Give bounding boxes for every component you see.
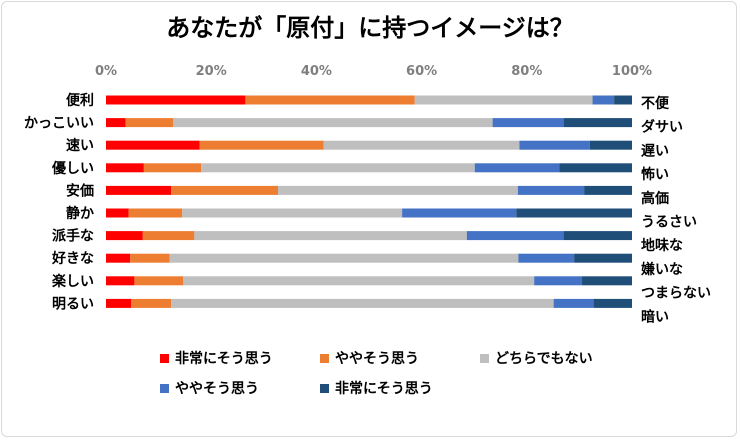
bar-segment [466, 231, 564, 241]
bar-segment [534, 276, 583, 286]
bar-segment [574, 253, 632, 263]
bar-segment [106, 208, 129, 218]
bar-segment [518, 253, 575, 263]
bar-segment [584, 185, 632, 195]
bar-segment [171, 298, 554, 308]
legend-label: ややそう思う [335, 351, 419, 367]
left-category-label: 明るい [52, 296, 94, 312]
bar-segment [183, 276, 535, 286]
x-tick-label: 100% [612, 64, 652, 79]
legend-swatch [320, 383, 329, 393]
bar-segment [106, 253, 131, 263]
right-category-label: ダサい [641, 119, 683, 136]
legend-item: 非常にそう思う [320, 378, 433, 398]
x-tick-label: 80% [511, 64, 542, 79]
bar-segment [323, 140, 520, 150]
right-category-label: 不便 [641, 95, 670, 112]
bar-segment [106, 298, 132, 308]
chart-title: あなたが「原付」に持つイメージは？ [166, 14, 574, 42]
bar-segment [593, 298, 632, 308]
bar-segment [130, 253, 170, 263]
x-tick-label: 60% [406, 64, 437, 79]
bar-segment [125, 118, 174, 128]
legend-label: ややそう思う [175, 381, 259, 397]
legend-item: ややそう思う [160, 378, 259, 398]
bar-segment [171, 185, 279, 195]
legend-swatch [480, 353, 489, 363]
bar-segment [128, 208, 183, 218]
bar-segment [245, 95, 415, 105]
bar-segment [614, 95, 632, 105]
legend-item: どちらでもない [480, 348, 593, 368]
bar-segment [553, 298, 594, 308]
bar-segment [563, 118, 632, 128]
left-category-label: 安価 [66, 182, 94, 199]
bars [106, 95, 632, 308]
bar-segment [402, 208, 517, 218]
bar-segment [492, 118, 564, 128]
right-category-label: 地味な [641, 237, 683, 254]
bar-segment [589, 140, 632, 150]
bar-segment [106, 185, 172, 195]
right-category-label: うるさい [641, 215, 697, 231]
left-category-label: かっこいい [24, 116, 94, 132]
legend-label: 非常にそう思う [175, 351, 273, 367]
bar-segment [134, 276, 184, 286]
bar-segment [201, 163, 475, 173]
x-tick-label: 0% [95, 64, 117, 79]
bar-segment [516, 208, 632, 218]
left-category-label: 派手な [52, 228, 94, 245]
legend-swatch [160, 383, 169, 393]
x-tick-label: 40% [301, 64, 332, 79]
bar-segment [131, 298, 172, 308]
legend-label: どちらでもない [495, 351, 593, 367]
bar-segment [106, 231, 143, 241]
bar-segment [143, 163, 202, 173]
right-category-label: 高価 [641, 190, 669, 207]
left-category-label: 好きな [51, 250, 94, 267]
right-category-label: つまらない [641, 286, 711, 302]
bar-segment [106, 95, 246, 105]
right-category-label: 暗い [641, 308, 669, 325]
bar-segment [278, 185, 518, 195]
bar-segment [169, 253, 519, 263]
bar-segment [173, 118, 493, 128]
left-category-label: 速い [66, 137, 94, 154]
bar-segment [517, 185, 585, 195]
bar-segment [559, 163, 632, 173]
bar-segment [592, 95, 615, 105]
bar-segment [582, 276, 632, 286]
left-category-label: 便利 [66, 92, 94, 109]
x-tick-label: 20% [196, 64, 227, 79]
left-category-label: 静か [66, 205, 94, 222]
bar-segment [106, 163, 144, 173]
right-category-label: 遅い [641, 143, 669, 159]
bar-segment [142, 231, 195, 241]
bar-segment [563, 231, 632, 241]
legend-swatch [160, 353, 169, 363]
bar-segment [106, 140, 200, 150]
bar-segment [199, 140, 324, 150]
bar-segment [106, 276, 135, 286]
left-category-label: 楽しい [51, 273, 94, 290]
bar-segment [106, 118, 126, 128]
right-category-label: 怖い [641, 166, 669, 183]
legend-item: ややそう思う [320, 348, 419, 368]
bar-segment [414, 95, 593, 105]
right-category-label: 嫌いな [641, 261, 683, 278]
x-axis-ticks: 0% 20% 40% 60% 80% 100% [95, 64, 652, 79]
legend-swatch [320, 353, 329, 363]
legend-label: 非常にそう思う [335, 381, 433, 397]
legend-item: 非常にそう思う [160, 348, 273, 368]
bar-segment [474, 163, 560, 173]
bar-segment [519, 140, 590, 150]
bar-segment [194, 231, 467, 241]
bar-segment [182, 208, 403, 218]
left-category-label: 優しい [51, 160, 94, 177]
